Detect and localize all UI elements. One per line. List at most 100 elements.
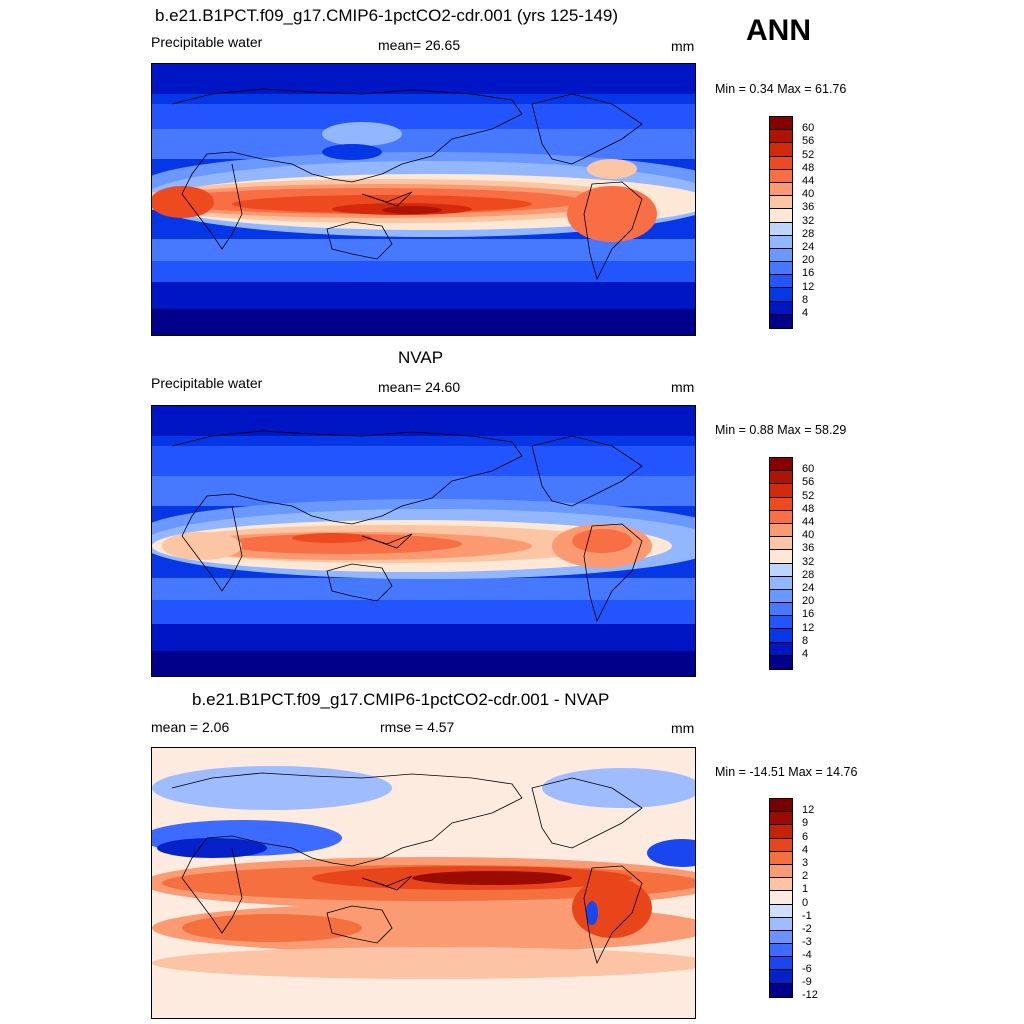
panel-model-title: b.e21.B1PCT.f09_g17.CMIP6-1pctCO2-cdr.00… (155, 6, 619, 25)
colorbar-tick-label: -3 (802, 936, 812, 949)
colorbar-swatch (770, 314, 792, 328)
panel-model-map (151, 63, 696, 336)
colorbar-swatch (770, 301, 792, 315)
colorbar-tick-label: 32 (802, 555, 815, 568)
colorbar-swatch (770, 944, 792, 958)
panel-obs-title: NVAP (398, 348, 444, 367)
colorbar-tick-label: 8 (802, 293, 809, 306)
colorbar-swatch (770, 957, 792, 971)
colorbar-tick-label: 28 (802, 568, 815, 581)
panel-diff-mean-label: mean = 2.06 (151, 719, 230, 735)
panel-obs-minmax: Min = 0.88 Max = 58.29 (715, 423, 847, 437)
colorbar-tick-label: 40 (802, 529, 815, 542)
colorbar-swatch (770, 838, 792, 852)
panel-model-left-label: Precipitable water (151, 34, 263, 50)
panel-model-mean-label: mean= 26.65 (378, 37, 461, 53)
panel-model-minmax: Min = 0.34 Max = 61.76 (715, 82, 847, 96)
colorbar-tick-label: 2 (802, 870, 809, 883)
colorbar-swatch (770, 603, 792, 617)
colorbar-tick-label: -4 (802, 949, 812, 962)
colorbar-swatch (770, 182, 792, 197)
colorbar-swatch (770, 235, 792, 249)
colorbar-swatch (770, 222, 792, 236)
colorbar-tick-label: 12 (802, 804, 815, 817)
colorbar-tick-label: 4 (802, 307, 809, 319)
colorbar-tick-label: 0 (802, 896, 809, 909)
colorbar-tick-label: 20 (802, 254, 815, 267)
panel-model-colorbar (769, 116, 793, 329)
colorbar-swatch (770, 812, 792, 826)
colorbar-swatch (770, 262, 792, 276)
panel-diff-minmax: Min = -14.51 Max = 14.76 (715, 765, 858, 779)
panel-diff-title: b.e21.B1PCT.f09_g17.CMIP6-1pctCO2-cdr.00… (192, 690, 610, 709)
colorbar-swatch (770, 471, 792, 485)
colorbar-swatch (770, 616, 792, 630)
panel-diff-contour-field (152, 748, 695, 1018)
colorbar-tick-label: 44 (802, 516, 815, 528)
colorbar-tick-label: 16 (802, 267, 815, 280)
colorbar-tick-label: 48 (802, 161, 815, 174)
colorbar-tick-label: 9 (802, 817, 809, 830)
colorbar-tick-label: -6 (802, 962, 812, 975)
colorbar-tick-label: 56 (802, 476, 815, 489)
colorbar-swatch (770, 891, 792, 905)
colorbar-tick-label: -9 (802, 975, 812, 988)
colorbar-tick-label: 6 (802, 830, 809, 843)
colorbar-swatch (770, 130, 792, 144)
colorbar-swatch (770, 864, 792, 879)
panel-diff-map (151, 747, 696, 1019)
colorbar-tick-label: -12 (802, 989, 818, 1001)
colorbar-swatch (770, 143, 792, 157)
colorbar-tick-label: 3 (802, 857, 809, 869)
colorbar-tick-label: 48 (802, 502, 815, 515)
panel-obs-colorbar (769, 457, 793, 670)
colorbar-swatch (770, 537, 792, 551)
colorbar-swatch (770, 510, 792, 524)
colorbar-swatch (770, 930, 792, 945)
colorbar-tick-label: 60 (802, 122, 815, 135)
colorbar-tick-label: -2 (802, 923, 812, 935)
colorbar-swatch (770, 917, 792, 931)
colorbar-tick-label: 24 (802, 241, 815, 253)
colorbar-tick-label: 12 (802, 280, 815, 293)
colorbar-tick-label: 12 (802, 621, 815, 634)
colorbar-swatch (770, 458, 792, 472)
colorbar-swatch (770, 209, 792, 223)
colorbar-tick-label: 8 (802, 634, 809, 647)
colorbar-swatch (770, 655, 792, 669)
colorbar-swatch (770, 970, 792, 984)
colorbar-tick-label: 52 (802, 489, 815, 502)
colorbar-tick-label: -1 (802, 909, 812, 922)
colorbar-swatch (770, 484, 792, 498)
colorbar-tick-label: 36 (802, 542, 815, 555)
panel-obs-units-label: mm (671, 379, 695, 395)
colorbar-tick-label: 44 (802, 175, 815, 187)
colorbar-swatch (770, 248, 792, 263)
colorbar-tick-label: 40 (802, 188, 815, 201)
colorbar-swatch (770, 169, 792, 183)
panel-diff-rmse-label: rmse = 4.57 (380, 719, 455, 735)
panel-obs-map (151, 405, 696, 677)
panel-obs-left-label: Precipitable water (151, 375, 263, 391)
colorbar-swatch (770, 156, 792, 170)
colorbar-swatch (770, 275, 792, 289)
colorbar-tick-label: 24 (802, 582, 815, 594)
colorbar-swatch (770, 825, 792, 839)
colorbar-tick-label: 4 (802, 843, 809, 856)
colorbar-tick-label: 16 (802, 608, 815, 621)
colorbar-swatch (770, 799, 792, 813)
panel-model-units-label: mm (671, 38, 695, 54)
panel-obs-contour-field (152, 406, 695, 676)
colorbar-swatch (770, 983, 792, 997)
colorbar-tick-label: 4 (802, 648, 809, 660)
colorbar-swatch (770, 523, 792, 538)
colorbar-swatch (770, 196, 792, 210)
season-label: ANN (746, 14, 811, 47)
colorbar-tick-label: 60 (802, 463, 815, 476)
colorbar-swatch (770, 576, 792, 590)
colorbar-tick-label: 1 (802, 883, 809, 896)
panel-obs-mean-label: mean= 24.60 (378, 379, 461, 395)
colorbar-tick-label: 20 (802, 595, 815, 608)
colorbar-swatch (770, 589, 792, 604)
colorbar-swatch (770, 629, 792, 643)
